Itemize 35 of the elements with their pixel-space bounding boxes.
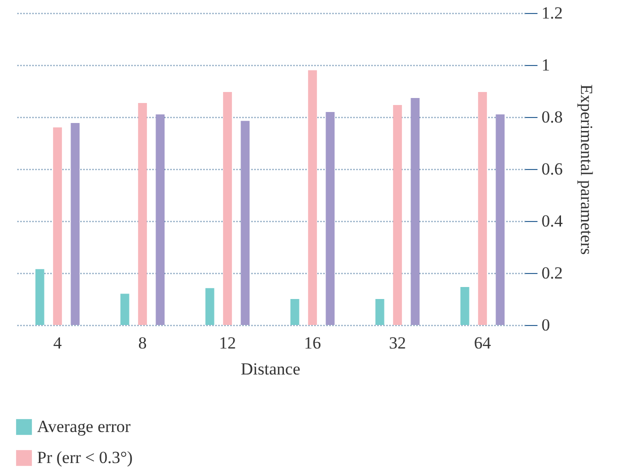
x-tick-label: 12 bbox=[219, 334, 236, 352]
bar bbox=[240, 120, 250, 325]
bar bbox=[138, 102, 147, 325]
x-tick-label: 8 bbox=[138, 334, 147, 352]
bar bbox=[120, 294, 130, 325]
bar bbox=[326, 112, 335, 325]
y-tick-label: 0.2 bbox=[542, 264, 563, 282]
bar bbox=[478, 92, 487, 325]
legend-label: Average error bbox=[37, 417, 131, 436]
x-tick-label: 16 bbox=[304, 334, 321, 352]
bar bbox=[53, 127, 62, 325]
y-tick-label: 1.2 bbox=[542, 4, 563, 22]
y-tick-label: 1 bbox=[542, 56, 550, 74]
legend-label: Pr (err < 0.3°) bbox=[37, 448, 133, 467]
bar bbox=[410, 98, 420, 325]
y-tick-label: 0.6 bbox=[542, 160, 563, 178]
x-tick-label: 4 bbox=[53, 334, 62, 352]
bar bbox=[290, 299, 300, 325]
bar bbox=[156, 114, 165, 325]
bar bbox=[460, 287, 470, 325]
y-axis-title: Experimental parameters bbox=[576, 84, 596, 255]
bar bbox=[223, 92, 232, 325]
bar bbox=[35, 269, 44, 325]
bar bbox=[375, 299, 384, 325]
y-tick-label: 0 bbox=[542, 316, 550, 334]
bar bbox=[205, 288, 214, 325]
x-tick-label: 32 bbox=[389, 334, 406, 352]
bar bbox=[70, 122, 80, 325]
bar bbox=[496, 114, 505, 325]
bar bbox=[393, 105, 402, 325]
bar bbox=[308, 70, 317, 325]
y-tick-label: 0.4 bbox=[542, 212, 564, 230]
x-axis-title: Distance bbox=[240, 360, 300, 378]
y-tick-label: 0.8 bbox=[542, 108, 563, 126]
x-tick-label: 64 bbox=[474, 334, 492, 352]
